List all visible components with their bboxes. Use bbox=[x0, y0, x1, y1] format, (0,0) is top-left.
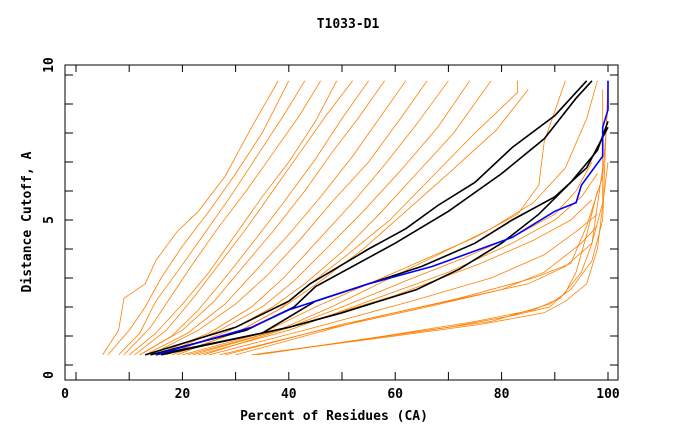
series-line-orange-8 bbox=[139, 80, 385, 356]
plot-area bbox=[102, 80, 609, 356]
series-line-orange-5 bbox=[128, 80, 338, 356]
series-line-black-4 bbox=[160, 121, 609, 356]
series-line-orange-4 bbox=[123, 80, 322, 356]
series-line-orange-6 bbox=[134, 80, 353, 356]
series-line-orange-11 bbox=[155, 80, 449, 356]
series-line-black-1 bbox=[144, 80, 588, 356]
x-tick-label: 60 bbox=[387, 387, 403, 402]
series-line-orange-2 bbox=[107, 80, 290, 356]
series-line-orange-26 bbox=[256, 167, 604, 356]
x-axis-label: Percent of Residues (CA) bbox=[240, 409, 428, 424]
series-line-orange-28 bbox=[267, 80, 609, 354]
series-line-orange-20 bbox=[203, 199, 593, 356]
y-axis-label: Distance Cutoff, A bbox=[20, 151, 35, 292]
x-tick-label: 40 bbox=[281, 387, 297, 402]
axis-ticks bbox=[65, 65, 618, 380]
series-line-orange-12 bbox=[160, 80, 471, 356]
x-tick-label: 80 bbox=[494, 387, 510, 402]
series-line-orange-1 bbox=[102, 80, 279, 356]
series-line-orange-3 bbox=[118, 80, 306, 356]
x-tick-labels: 0 20 40 60 80 100 bbox=[61, 387, 620, 402]
series-line-orange-10 bbox=[150, 80, 428, 356]
series-line-orange-18 bbox=[192, 161, 593, 356]
series-line-black-3 bbox=[155, 126, 609, 356]
y-tick-label: 0 bbox=[42, 371, 57, 379]
y-tick-label: 5 bbox=[42, 216, 57, 224]
chart-title: T1033-D1 bbox=[317, 17, 380, 32]
series-line-orange-17 bbox=[187, 80, 598, 356]
series-line-orange-16 bbox=[182, 80, 566, 356]
x-tick-label: 20 bbox=[175, 387, 191, 402]
series-line-orange-24 bbox=[235, 103, 609, 356]
series-line-black-2 bbox=[150, 80, 593, 356]
y-tick-labels: 0 5 10 bbox=[42, 57, 57, 379]
series-line-orange-19 bbox=[198, 173, 598, 356]
series-line-orange-7 bbox=[139, 80, 369, 356]
series-line-orange-27 bbox=[262, 161, 609, 354]
series-line-orange-21 bbox=[208, 213, 598, 356]
series-line-orange-15 bbox=[176, 89, 529, 356]
series-line-orange-23 bbox=[224, 89, 604, 356]
series-line-orange-14 bbox=[171, 80, 518, 356]
y-tick-label: 10 bbox=[42, 57, 57, 73]
series-line-orange-9 bbox=[145, 80, 407, 356]
x-tick-label: 0 bbox=[61, 387, 69, 402]
x-tick-label: 100 bbox=[596, 387, 620, 402]
series-line-blue-best bbox=[155, 80, 609, 356]
